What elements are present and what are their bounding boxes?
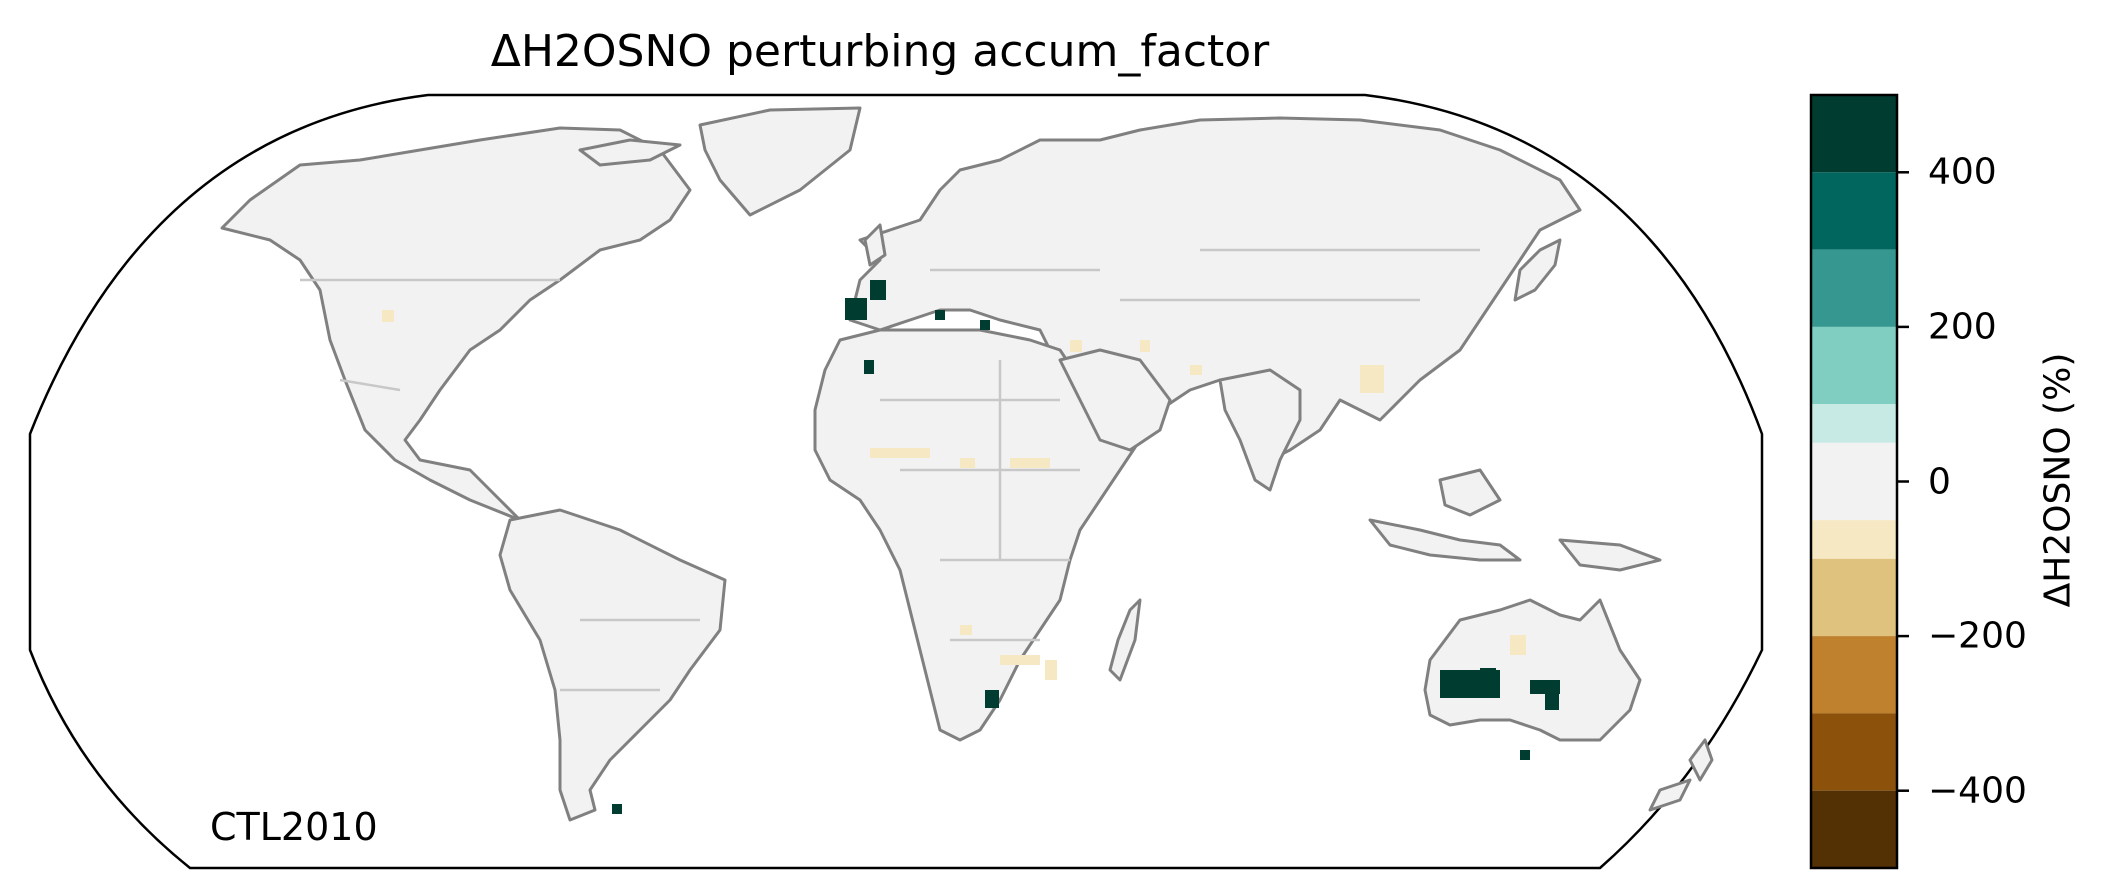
new-zealand-south bbox=[1648, 778, 1692, 812]
new-zealand bbox=[1688, 738, 1714, 782]
cell-australia-5 bbox=[1520, 750, 1530, 760]
india bbox=[1218, 368, 1302, 492]
africa bbox=[813, 328, 1142, 742]
cell-mideast-1 bbox=[1070, 340, 1082, 352]
arctic-islands bbox=[578, 138, 682, 167]
borneo bbox=[1438, 468, 1502, 517]
cell-balkans bbox=[980, 320, 990, 330]
cell-china bbox=[1360, 365, 1384, 393]
cell-morocco bbox=[864, 360, 874, 374]
madagascar bbox=[1108, 598, 1142, 682]
colorbar-bin bbox=[1811, 520, 1897, 559]
cell-usa bbox=[382, 310, 394, 322]
cell-sahel-3 bbox=[960, 458, 975, 468]
colorbar bbox=[1811, 95, 1897, 868]
colorbar-tick-label: 400 bbox=[1928, 151, 1997, 193]
cell-iberia bbox=[845, 298, 867, 320]
colorbar-bin bbox=[1811, 249, 1897, 327]
colorbar-bin bbox=[1811, 442, 1897, 521]
data-cells bbox=[382, 280, 1560, 814]
cell-france bbox=[870, 280, 886, 300]
colorbar-tick-label: 0 bbox=[1928, 461, 1951, 502]
cell-iran bbox=[1190, 365, 1202, 375]
colorbar-bin bbox=[1811, 713, 1897, 791]
country-borders bbox=[300, 248, 1480, 692]
colorbar-tick-label: 200 bbox=[1928, 306, 1997, 348]
cell-s-africa-dark bbox=[985, 690, 999, 708]
greenland bbox=[698, 106, 862, 217]
colorbar-label: ΔH2OSNO (%) bbox=[2037, 352, 2079, 608]
japan bbox=[1513, 238, 1562, 302]
map-title: ΔH2OSNO perturbing accum_factor bbox=[490, 26, 1270, 77]
cell-sahel-2 bbox=[1010, 458, 1050, 468]
great-britain bbox=[863, 223, 887, 267]
land-masses bbox=[220, 106, 1714, 822]
colorbar-bin bbox=[1811, 172, 1897, 250]
cell-s-africa-1 bbox=[1000, 655, 1040, 665]
new-guinea bbox=[1558, 538, 1662, 572]
south-america bbox=[498, 508, 727, 822]
colorbar-bin bbox=[1811, 790, 1897, 868]
colorbar-tick-label: −400 bbox=[1928, 770, 2027, 812]
cell-sahel-1 bbox=[870, 448, 930, 458]
cell-australia-2 bbox=[1480, 668, 1496, 682]
colorbar-tick-label: −200 bbox=[1928, 615, 2027, 657]
arabian-peninsula bbox=[1058, 348, 1172, 452]
cell-s-africa-3 bbox=[1045, 660, 1057, 680]
colorbar-bin bbox=[1811, 558, 1897, 637]
colorbar-bin bbox=[1811, 404, 1897, 443]
colorbar-bin bbox=[1811, 636, 1897, 714]
panel-label: CTL2010 bbox=[210, 805, 378, 849]
cell-italy bbox=[935, 310, 945, 320]
cell-patagonia bbox=[612, 804, 622, 814]
cell-mideast-2 bbox=[1140, 340, 1150, 352]
cell-australia-4 bbox=[1545, 690, 1559, 710]
australia bbox=[1423, 598, 1642, 742]
cell-australia-light bbox=[1510, 635, 1526, 655]
indonesia bbox=[1368, 518, 1522, 562]
cell-s-africa-2 bbox=[960, 625, 972, 635]
colorbar-ticks bbox=[1897, 171, 1909, 792]
north-america bbox=[220, 126, 692, 522]
colorbar-bin bbox=[1811, 326, 1897, 405]
colorbar-bin bbox=[1811, 95, 1897, 173]
